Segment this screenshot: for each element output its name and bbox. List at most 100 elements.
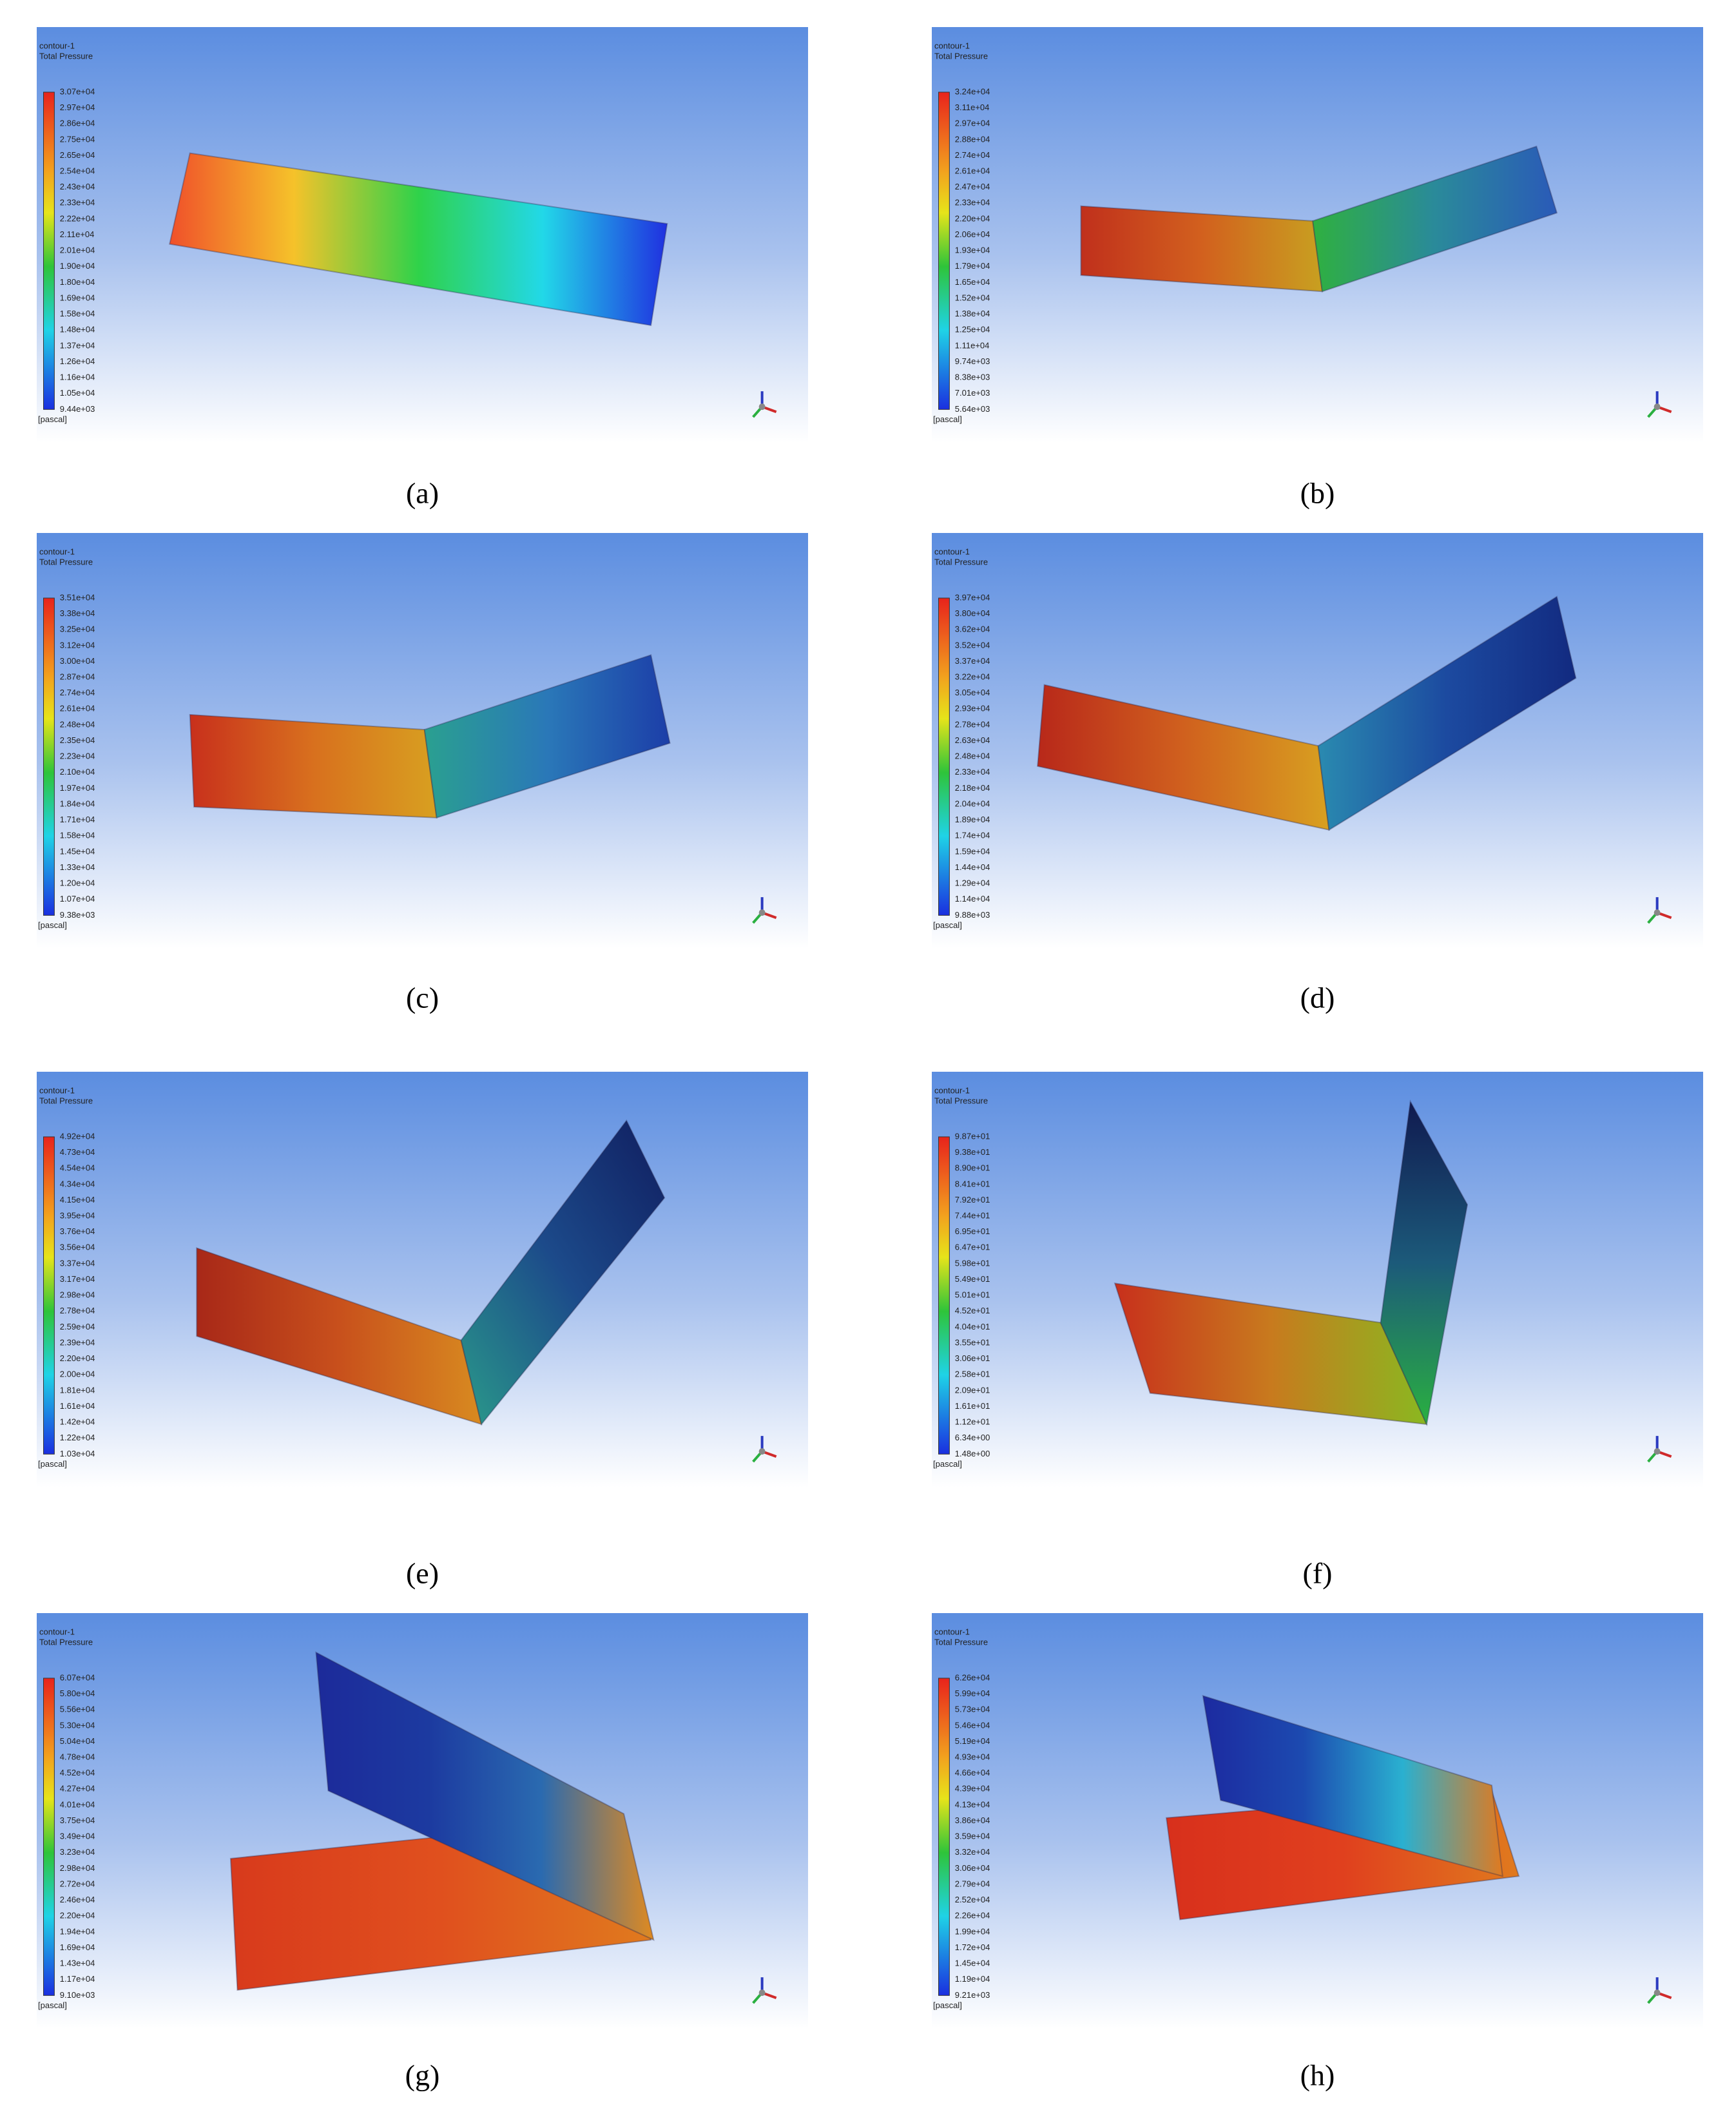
legend-label: 1.59e+04 xyxy=(955,846,990,856)
legend-label: 2.01e+04 xyxy=(60,246,95,255)
legend-label: 2.88e+04 xyxy=(955,134,990,144)
legend-label: 2.18e+04 xyxy=(955,783,990,793)
geometry-plate xyxy=(189,713,438,818)
legend-label: 4.04e+01 xyxy=(955,1322,990,1331)
legend-label: 7.44e+01 xyxy=(955,1211,990,1221)
legend-unit: [pascal] xyxy=(38,2000,67,2010)
legend-label: 1.65e+04 xyxy=(955,277,990,287)
legend-label: 5.99e+04 xyxy=(955,1688,990,1698)
legend-label: 2.46e+04 xyxy=(60,1895,95,1904)
legend-label: 2.97e+04 xyxy=(955,119,990,128)
legend-label: 3.76e+04 xyxy=(60,1226,95,1236)
legend-label: 1.58e+04 xyxy=(60,309,95,318)
color-bar xyxy=(938,92,950,410)
legend-label: 7.92e+01 xyxy=(955,1195,990,1205)
legend-label: 1.37e+04 xyxy=(60,340,95,350)
legend-label: 2.79e+04 xyxy=(955,1879,990,1888)
legend-label: 2.33e+04 xyxy=(955,767,990,777)
legend-label: 9.74e+03 xyxy=(955,356,990,366)
legend-label: 1.99e+04 xyxy=(955,1926,990,1936)
legend-label: 2.00e+04 xyxy=(60,1369,95,1379)
legend-label: 1.93e+04 xyxy=(955,246,990,255)
legend-label: 1.58e+04 xyxy=(60,831,95,840)
legend-label: 1.38e+04 xyxy=(955,309,990,318)
legend-label: 2.22e+04 xyxy=(60,213,95,223)
legend-label: 2.20e+04 xyxy=(60,1353,95,1363)
legend-variable: Total Pressure xyxy=(39,557,93,567)
geometry-plate xyxy=(315,1651,655,1941)
color-bar xyxy=(43,1136,55,1455)
legend-label: 4.52e+04 xyxy=(60,1768,95,1777)
caption: (e) xyxy=(406,1557,439,1590)
legend-label: 3.32e+04 xyxy=(955,1847,990,1857)
legend-label: 4.13e+04 xyxy=(955,1799,990,1809)
legend-label: 2.48e+04 xyxy=(60,719,95,729)
legend-label: 2.59e+04 xyxy=(60,1322,95,1331)
legend-label: 5.04e+04 xyxy=(60,1736,95,1746)
legend-label: 8.90e+01 xyxy=(955,1163,990,1173)
legend-label: 4.54e+04 xyxy=(60,1163,95,1173)
legend-label: 3.22e+04 xyxy=(955,672,990,682)
legend-label: 1.05e+04 xyxy=(60,388,95,398)
legend-label: 3.59e+04 xyxy=(955,1832,990,1841)
legend-label: 5.01e+01 xyxy=(955,1290,990,1300)
legend-label: 1.11e+04 xyxy=(955,340,990,350)
legend-label: 4.39e+04 xyxy=(955,1784,990,1794)
geometry-plate xyxy=(1380,1099,1469,1427)
legend-label: 8.38e+03 xyxy=(955,373,990,382)
legend-label: 1.90e+04 xyxy=(60,261,95,271)
legend-label: 1.71e+04 xyxy=(60,815,95,824)
legend-label: 3.51e+04 xyxy=(60,592,95,602)
legend-label: 3.37e+04 xyxy=(955,656,990,666)
legend-label: 1.89e+04 xyxy=(955,815,990,824)
legend-label: 2.61e+04 xyxy=(60,704,95,713)
legend-title: contour-1 xyxy=(934,41,970,51)
legend-label: 4.92e+04 xyxy=(60,1131,95,1141)
legend-variable: Total Pressure xyxy=(39,1096,93,1106)
legend-label: 5.73e+04 xyxy=(955,1705,990,1714)
legend-label: 3.49e+04 xyxy=(60,1832,95,1841)
legend-label: 1.69e+04 xyxy=(60,293,95,302)
axis-triad xyxy=(758,1989,766,1997)
color-bar xyxy=(43,92,55,410)
viewport-background xyxy=(932,1072,1703,1487)
legend-label: 2.26e+04 xyxy=(955,1911,990,1921)
geometry-plate xyxy=(1312,145,1558,293)
legend-title: contour-1 xyxy=(39,1086,75,1096)
legend-label: 1.61e+04 xyxy=(60,1401,95,1411)
legend-label: 2.11e+04 xyxy=(60,229,95,239)
legend-label: 2.52e+04 xyxy=(955,1895,990,1904)
axis-triad xyxy=(1654,1448,1661,1455)
geometry-plate xyxy=(1202,1694,1503,1877)
legend-label: 1.22e+04 xyxy=(60,1433,95,1442)
axis-triad xyxy=(1654,403,1661,411)
legend-label: 9.88e+03 xyxy=(955,910,990,920)
legend-label: 4.93e+04 xyxy=(955,1752,990,1762)
legend-label: 1.81e+04 xyxy=(60,1385,95,1395)
legend-label: 3.05e+04 xyxy=(955,688,990,697)
legend-label: 9.44e+03 xyxy=(60,404,95,414)
legend-label: 2.78e+04 xyxy=(60,1306,95,1315)
legend-label: 3.97e+04 xyxy=(955,592,990,602)
legend-unit: [pascal] xyxy=(933,1459,962,1469)
legend-label: 3.00e+04 xyxy=(60,656,95,666)
legend-label: 2.20e+04 xyxy=(955,213,990,223)
legend-label: 2.35e+04 xyxy=(60,735,95,745)
legend-label: 1.07e+04 xyxy=(60,894,95,904)
legend-label: 2.33e+04 xyxy=(955,198,990,208)
color-bar xyxy=(43,1678,55,1996)
legend-label: 2.33e+04 xyxy=(60,198,95,208)
legend-title: contour-1 xyxy=(39,1627,75,1637)
legend-label: 1.03e+04 xyxy=(60,1449,95,1458)
legend-label: 3.23e+04 xyxy=(60,1847,95,1857)
legend-label: 3.06e+01 xyxy=(955,1353,990,1363)
legend-label: 1.61e+01 xyxy=(955,1401,990,1411)
caption: (a) xyxy=(406,477,439,510)
legend-variable: Total Pressure xyxy=(934,1638,988,1647)
legend-label: 9.10e+03 xyxy=(60,1990,95,2000)
legend-label: 3.38e+04 xyxy=(60,608,95,618)
legend-label: 2.54e+04 xyxy=(60,166,95,176)
legend-label: 3.06e+04 xyxy=(955,1863,990,1873)
